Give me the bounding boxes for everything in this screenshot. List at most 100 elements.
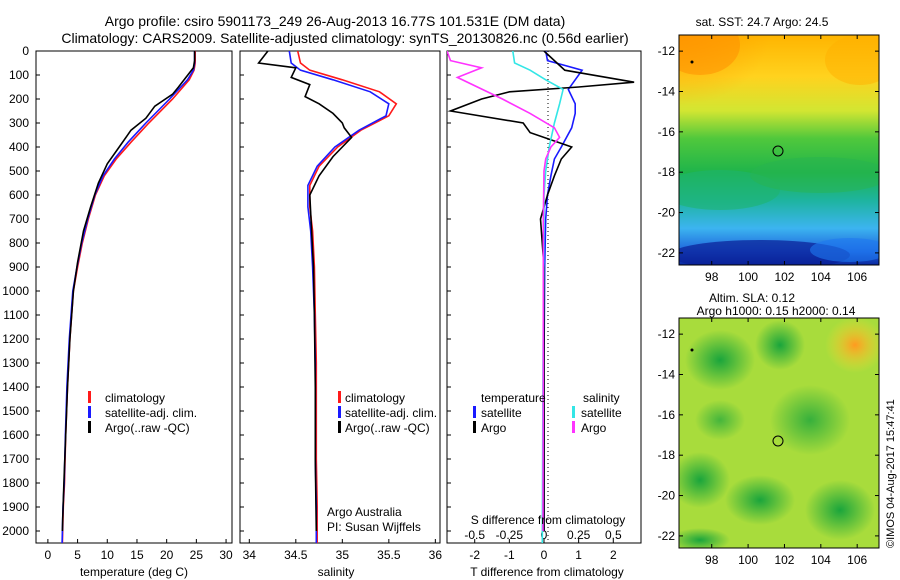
sla-map-title-1: Altim. SLA: 0.12 xyxy=(709,291,795,305)
x-tick-label: 20 xyxy=(160,548,174,562)
legend-swatch-t-satellite xyxy=(473,406,476,418)
x-tick-label: 36 xyxy=(429,548,443,562)
depth-tick-label: 700 xyxy=(9,212,29,226)
series-satellite-adj-clim- xyxy=(288,51,390,543)
s-difference-label: S difference from climatology xyxy=(471,513,626,527)
depth-tick-label: 1900 xyxy=(2,500,29,514)
legend-climatology: climatology xyxy=(345,391,405,405)
difference-series xyxy=(447,51,635,543)
legend-argo: Argo(..raw -QC) xyxy=(345,421,430,435)
depth-tick-label: 1100 xyxy=(3,308,29,322)
temperature-legend: climatology satellite-adj. clim. Argo(..… xyxy=(88,391,197,435)
sla-map-axes: -12 -14 -16 -18 -20 -22 98 100 102 104 106 xyxy=(658,318,879,567)
lon-tick-label: 102 xyxy=(774,553,794,567)
s-diff-tick-label: -0.5 xyxy=(464,528,485,542)
sst-map-image xyxy=(679,35,879,265)
lat-tick-label: -22 xyxy=(658,246,676,260)
legend-s-satellite: satellite xyxy=(581,406,622,420)
series-climatology xyxy=(61,51,196,543)
depth-tick-label: 900 xyxy=(9,260,29,274)
sla-map-frame xyxy=(678,317,880,549)
series-salinity-satellite xyxy=(512,51,565,543)
depth-tick-label: 400 xyxy=(9,140,29,154)
series-salinity-argo xyxy=(447,51,561,532)
legend-swatch-t-argo xyxy=(473,421,476,433)
title-line-2: Climatology: CARS2009. Satellite-adjuste… xyxy=(61,30,628,46)
lat-tick-label: -18 xyxy=(658,448,676,462)
lat-tick-label: -18 xyxy=(658,165,676,179)
legend-s-argo: Argo xyxy=(581,421,607,435)
series-temperature-satellite xyxy=(543,51,584,531)
depth-tick-label: 0 xyxy=(22,44,29,58)
x-axes: 0 5 10 15 20 25 30 34 34.5 35 35.5 36 -2 -1 0 1 2 -0.5 -0.… xyxy=(45,528,622,562)
s-diff-tick-label: 0.25 xyxy=(567,528,591,542)
lat-tick-label: -12 xyxy=(658,327,676,341)
depth-tick-label: 1300 xyxy=(2,356,29,370)
legend-satellite: satellite-adj. clim. xyxy=(345,406,437,420)
x-tick-label: 35.5 xyxy=(377,548,401,562)
legend-salinity-heading: salinity xyxy=(583,391,620,405)
legend-swatch-argo xyxy=(88,421,91,433)
series-argo-raw-qc- xyxy=(257,51,353,532)
salinity-note-pi: PI: Susan Wijffels xyxy=(327,520,421,534)
salinity-series xyxy=(257,51,398,543)
legend-swatch-s-argo xyxy=(572,421,575,433)
lon-tick-label: 100 xyxy=(738,553,758,567)
x-tick-label: 34.5 xyxy=(284,548,308,562)
lon-tick-label: 104 xyxy=(811,553,831,567)
s-diff-tick-label: 0.5 xyxy=(605,528,622,542)
lat-tick-label: -14 xyxy=(658,367,676,381)
x-tick-label: 0 xyxy=(541,548,548,562)
x-tick-label: -1 xyxy=(504,548,515,562)
legend-swatch-satellite xyxy=(338,406,341,418)
s-diff-tick-label: -0.25 xyxy=(496,528,524,542)
sst-map-title: sat. SST: 24.7 Argo: 24.5 xyxy=(696,15,829,29)
imos-credit: ©IMOS 04-Aug-2017 15:47:41 xyxy=(885,399,897,548)
legend-swatch-climatology xyxy=(88,391,91,403)
salinity-note-institution: Argo Australia xyxy=(327,505,402,519)
depth-tick-label: 1200 xyxy=(2,332,29,346)
sst-map-axes: -12 -14 -16 -18 -20 -22 98 100 102 104 106 xyxy=(658,35,879,284)
temperature-panel xyxy=(35,50,233,544)
x-tick-label: 34 xyxy=(243,548,257,562)
x-tick-label: 0 xyxy=(45,548,52,562)
x-tick-label: 35 xyxy=(336,548,350,562)
lon-tick-label: 98 xyxy=(705,553,719,567)
depth-tick-label: 2000 xyxy=(2,524,29,538)
depth-tick-label: 500 xyxy=(9,164,29,178)
legend-satellite: satellite-adj. clim. xyxy=(105,406,197,420)
depth-tick-label: 100 xyxy=(9,68,29,82)
lat-tick-label: -12 xyxy=(658,44,676,58)
depth-tick-label: 1000 xyxy=(2,284,29,298)
lat-tick-label: -20 xyxy=(658,206,676,220)
sla-profile-marker xyxy=(772,435,784,447)
depth-tick-label: 1400 xyxy=(2,380,29,394)
legend-t-argo: Argo xyxy=(481,421,507,435)
series-climatology xyxy=(296,51,398,543)
temperature-xlabel: temperature (deg C) xyxy=(80,565,188,579)
sst-profile-marker xyxy=(772,145,784,157)
legend-swatch-satellite xyxy=(88,406,91,418)
depth-tick-label: 600 xyxy=(9,188,29,202)
lon-tick-label: 102 xyxy=(774,270,794,284)
x-tick-label: 2 xyxy=(610,548,617,562)
x-tick-label: 15 xyxy=(130,548,144,562)
depth-tick-label: 1700 xyxy=(2,452,29,466)
lat-tick-label: -16 xyxy=(658,408,676,422)
temperature-series xyxy=(61,51,196,543)
lat-tick-label: -22 xyxy=(658,529,676,543)
salinity-legend: climatology satellite-adj. clim. Argo(..… xyxy=(338,391,437,435)
lon-tick-label: 100 xyxy=(738,270,758,284)
depth-tick-label: 200 xyxy=(9,92,29,106)
legend-swatch-s-satellite xyxy=(572,406,575,418)
difference-legend: temperature salinity satellite Argo sate… xyxy=(473,391,622,435)
legend-climatology: climatology xyxy=(105,391,165,405)
lon-tick-label: 106 xyxy=(847,553,867,567)
legend-swatch-argo xyxy=(338,421,341,433)
legend-argo: Argo(..raw -QC) xyxy=(105,421,190,435)
salinity-xlabel: salinity xyxy=(318,565,355,579)
lat-tick-label: -20 xyxy=(658,489,676,503)
difference-xlabel: T difference from climatology xyxy=(470,565,624,579)
lat-tick-label: -16 xyxy=(658,125,676,139)
